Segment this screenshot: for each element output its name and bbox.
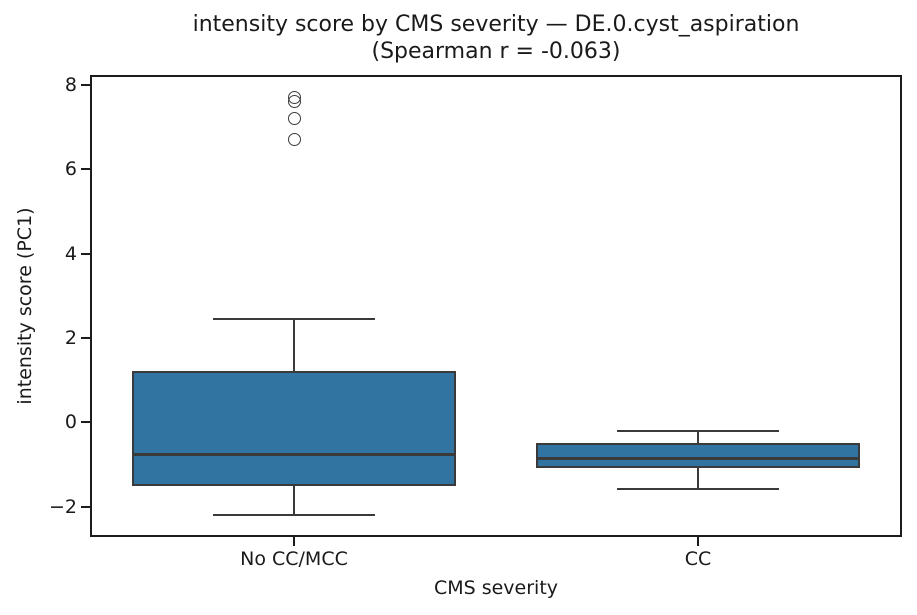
y-tick-label: 6 — [64, 158, 77, 181]
outlier-point — [287, 133, 301, 147]
y-tick-mark — [81, 252, 90, 255]
y-tick-label: 2 — [64, 327, 77, 350]
box-no-cc-mcc — [132, 370, 456, 487]
y-tick-label: 0 — [64, 411, 77, 434]
x-axis-label: CMS severity — [433, 577, 559, 599]
chart-title-block: intensity score by CMS severity — DE.0.c… — [90, 11, 902, 65]
x-tick-mark — [697, 537, 699, 546]
x-tick-label-cc: CC — [684, 548, 712, 570]
y-tick-mark — [81, 168, 90, 171]
whisker-cap-low-cc — [617, 488, 779, 491]
y-tick-label: −2 — [48, 495, 77, 518]
x-tick-label-no-cc-mcc: No CC/MCC — [240, 548, 348, 570]
whisker-cap-high-no-cc-mcc — [213, 318, 375, 321]
x-tick-mark — [293, 537, 295, 546]
median-no-cc-mcc — [132, 452, 456, 456]
y-tick-mark — [81, 421, 90, 424]
outlier-point — [287, 112, 301, 126]
y-axis-label: intensity score (PC1) — [14, 207, 36, 405]
chart-title: intensity score by CMS severity — DE.0.c… — [192, 12, 800, 37]
plot-area: 8 6 4 2 0 −2 No CC/MCC CC — [49, 74, 902, 570]
y-tick-label: 8 — [64, 74, 77, 96]
y-tick-mark — [81, 505, 90, 508]
whisker-cap-high-cc — [617, 429, 779, 432]
y-tick-label: 4 — [64, 242, 77, 265]
chart-subtitle: (Spearman r = -0.063) — [371, 39, 621, 64]
outlier-point — [287, 95, 301, 109]
y-tick-mark — [81, 84, 90, 86]
median-cc — [536, 456, 860, 460]
whisker-cap-low-no-cc-mcc — [213, 514, 375, 517]
y-tick-mark — [81, 337, 90, 340]
box-cc — [536, 442, 860, 469]
